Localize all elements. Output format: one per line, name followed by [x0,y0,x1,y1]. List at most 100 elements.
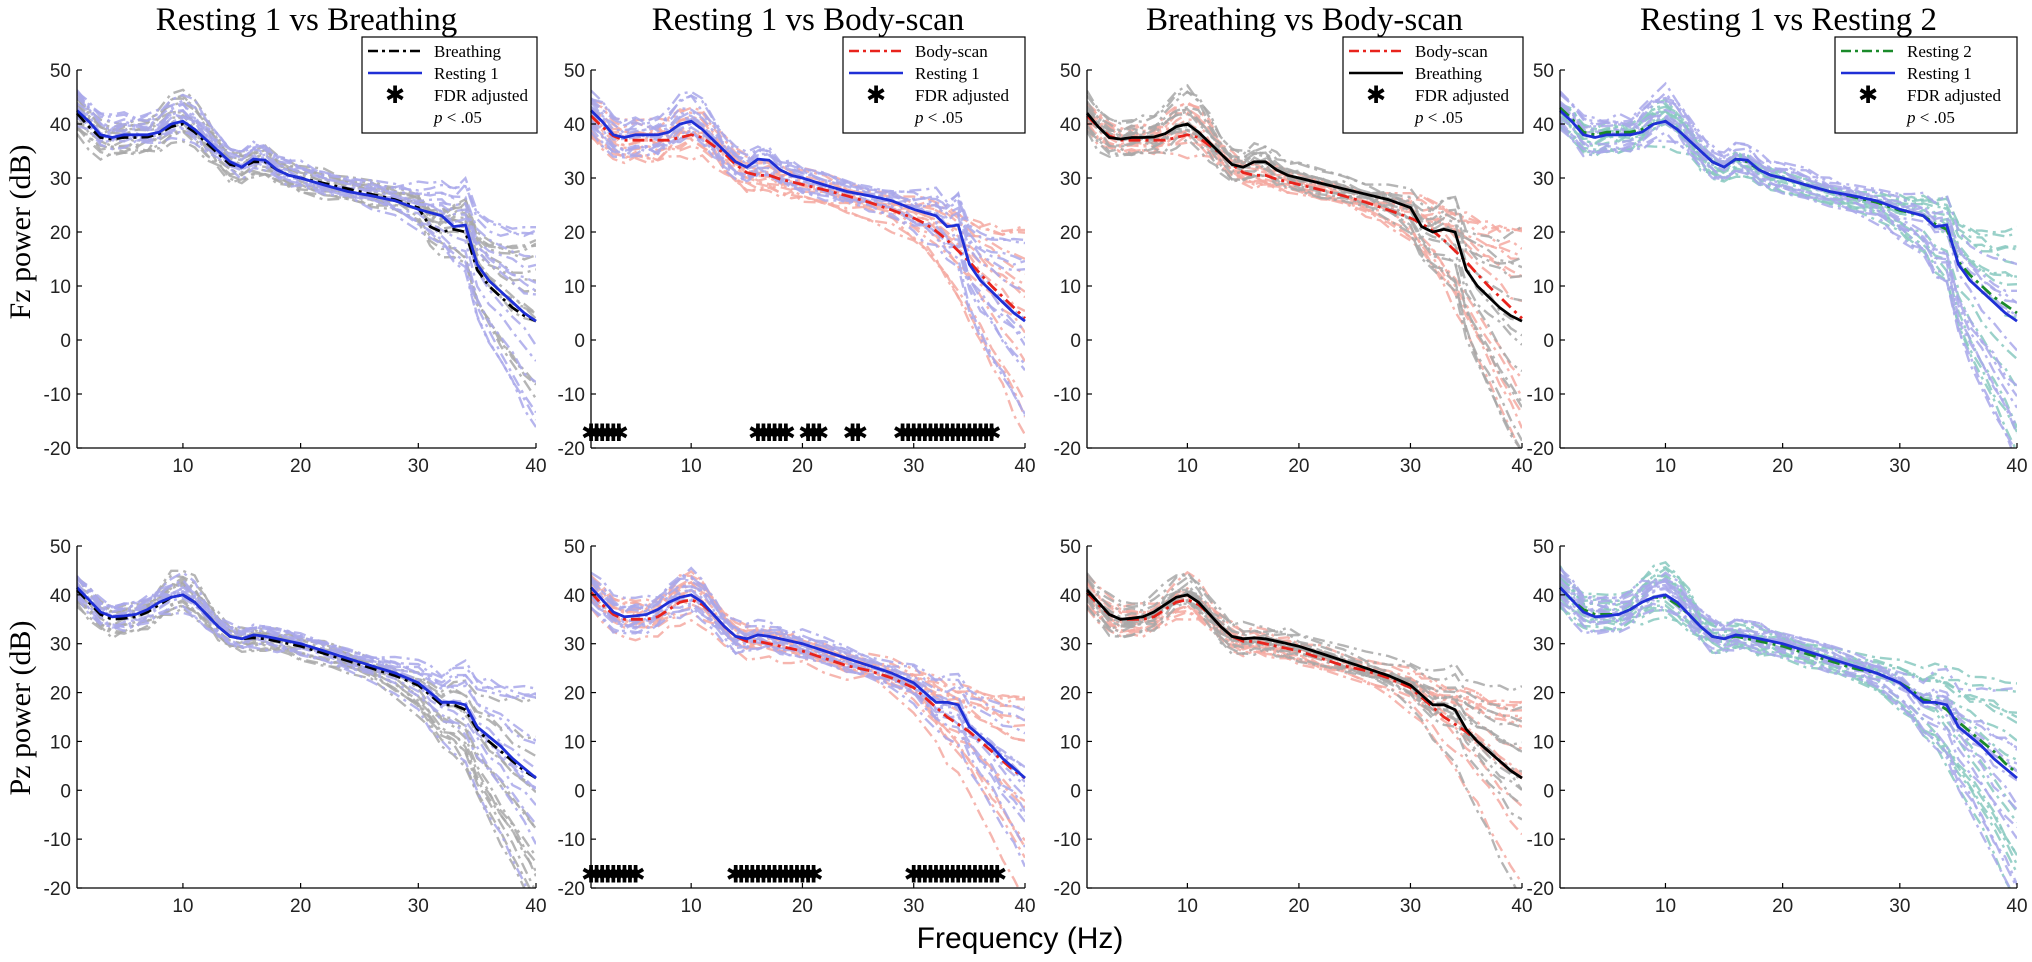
y-tick-label: 10 [1060,277,1081,298]
mean-line-resting-1 [590,109,1026,323]
y-tick-label: 20 [564,223,585,244]
participant-trace [591,599,1025,721]
significance-star: ✱ [893,419,913,447]
y-tick-label: -10 [44,830,71,851]
participant-trace [1087,83,1522,264]
participant-trace [1560,118,2017,429]
significance-star: ✱ [970,419,990,447]
participant-trace [591,592,1025,817]
y-tick-label: 40 [564,115,585,136]
participant-trace [591,600,1025,779]
significance-star: ✱ [848,419,868,447]
participant-trace [591,133,1025,286]
legend: Body-scan Breathing ✱ FDR adjusted p < .05 [1342,36,1524,134]
participant-trace [591,566,1025,770]
participant-trace [1087,121,1522,399]
participant-trace [1560,592,2017,829]
significance-star: ✱ [948,860,968,888]
x-tick-label: 10 [1177,896,1198,917]
legend-p-value: p < .05 [433,108,482,127]
significance-star: ✱ [943,860,963,888]
significance-star: ✱ [898,419,918,447]
significance-star: ✱ [770,419,790,447]
participant-trace [77,598,536,704]
legend-star-icon: ✱ [1858,81,1878,109]
mean-line-resting-1 [75,586,537,780]
mean-line-resting-1 [76,109,537,323]
mean-line-breathing [1085,112,1523,323]
significance-star: ✱ [842,419,862,447]
significance-star: ✱ [926,419,946,447]
participant-trace [77,89,536,347]
significance-star: ✱ [915,860,935,888]
x-tick-label: 20 [1772,456,1793,477]
legend-box [842,36,1026,134]
y-tick-label: 10 [1060,732,1081,753]
y-tick-label: 30 [1060,169,1081,190]
legend-label: Body-scan [1415,42,1488,61]
x-tick-label: 30 [1400,896,1421,917]
participant-trace [591,588,1025,812]
panel-title: Resting 1 vs Resting 2 [1640,2,1937,38]
x-tick-label: 20 [1772,896,1793,917]
legend-label: Breathing [1415,64,1483,83]
y-tick-label: 50 [1060,537,1081,558]
participant-trace [1087,582,1522,791]
participant-trace [1087,591,1522,747]
legend-p-value: p < .05 [1414,108,1463,127]
legend-box [361,36,538,134]
participant-trace [77,575,536,742]
significance-star: ✱ [965,860,985,888]
legend: Breathing Resting 1 ✱ FDR adjusted p < .05 [361,36,538,134]
y-tick-label: -20 [44,439,71,460]
y-tick-label: 0 [60,781,71,802]
panel-pz-4: -20 -10 0 10 20 30 40 50 10 20 30 40 [1527,537,2028,917]
significance-star: ✱ [976,860,996,888]
participant-trace [1087,118,1522,442]
significance-star: ✱ [937,860,957,888]
x-tick-label: 40 [1511,456,1532,477]
significance-markers: ✱✱✱✱✱✱✱✱✱ ✱✱✱✱✱✱✱✱✱✱✱✱✱✱✱ ✱✱✱✱✱✱✱✱✱✱✱✱✱✱✱✱ [581,860,1007,888]
participant-trace [591,129,1025,334]
x-tick-label: 40 [525,896,546,917]
y-axis-label-pz: Pz power (dB) [4,621,37,796]
significance-star: ✱ [598,419,618,447]
x-tick-label: 10 [681,456,702,477]
significance-star: ✱ [770,860,790,888]
significance-star: ✱ [759,860,779,888]
participant-trace [591,113,1025,371]
x-tick-label: 30 [903,456,924,477]
participant-trace [1560,109,2017,433]
participant-trace [1087,571,1522,713]
significance-star: ✱ [759,419,779,447]
y-tick-label: 0 [60,331,71,352]
x-tick-label: 20 [1288,896,1309,917]
significance-star: ✱ [781,860,801,888]
participant-trace [591,98,1025,275]
y-tick-label: 50 [564,61,585,82]
mean-line-breathing [75,589,537,780]
significance-star: ✱ [920,860,940,888]
legend-label-fdr: FDR adjusted [915,86,1009,105]
x-tick-label: 40 [1014,456,1035,477]
significance-star: ✱ [748,860,768,888]
significance-star: ✱ [765,419,785,447]
y-tick-label: 10 [50,732,71,753]
significance-star: ✱ [909,860,929,888]
legend: Resting 2 Resting 1 ✱ FDR adjusted p < .05 [1834,36,2018,134]
significance-star: ✱ [776,860,796,888]
participant-trace [77,91,536,258]
x-tick-label: 10 [1177,456,1198,477]
participant-traces [77,88,536,428]
mean-line-body-scan [589,591,1026,780]
significance-star: ✱ [920,419,940,447]
y-tick-label: 50 [1533,61,1554,82]
significance-star: ✱ [798,860,818,888]
x-tick-label: 40 [1014,896,1035,917]
x-axis-label: Frequency (Hz) [917,922,1124,955]
significance-star: ✱ [904,860,924,888]
y-tick-label: -20 [1054,439,1081,460]
y-tick-label: 30 [564,635,585,656]
participant-trace [1087,127,1522,243]
